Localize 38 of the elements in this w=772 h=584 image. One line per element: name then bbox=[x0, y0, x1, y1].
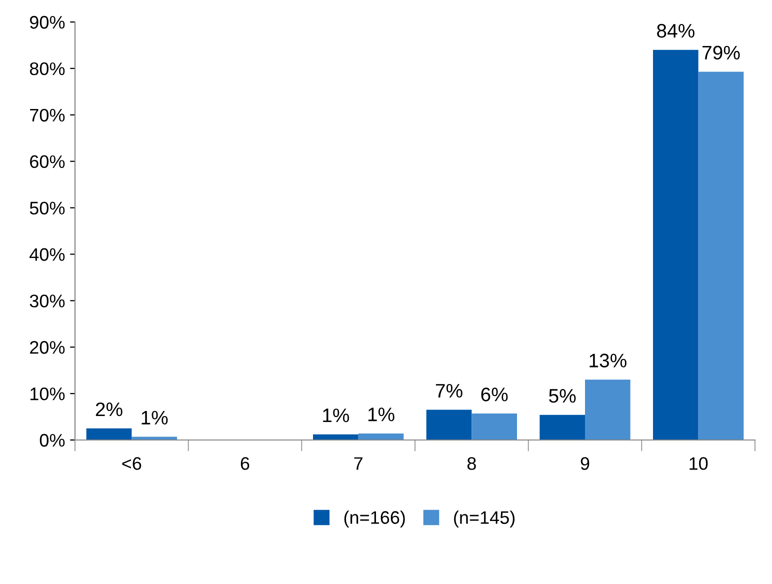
bar bbox=[585, 380, 630, 440]
bar bbox=[358, 434, 404, 440]
x-tick-label: 9 bbox=[580, 457, 590, 470]
data-label: 1% bbox=[368, 408, 394, 422]
y-tick-label: 90% bbox=[30, 16, 65, 29]
data-label: 79% bbox=[702, 46, 740, 60]
y-tick-label: 70% bbox=[30, 108, 65, 122]
y-tick-label: 0% bbox=[40, 434, 65, 447]
y-tick-label: 20% bbox=[30, 341, 65, 354]
bar bbox=[132, 436, 177, 440]
x-tick-label: 7 bbox=[354, 457, 362, 470]
bar bbox=[426, 410, 472, 440]
bar bbox=[472, 414, 517, 440]
data-label: 5% bbox=[549, 389, 576, 403]
x-tick-label: 8 bbox=[467, 457, 476, 470]
data-label: 6% bbox=[481, 388, 508, 402]
y-tick-label: 80% bbox=[30, 62, 65, 76]
bar bbox=[698, 72, 744, 440]
x-tick-label: 10 bbox=[690, 457, 708, 470]
y-tick-label: 60% bbox=[30, 155, 65, 168]
y-tick-label: 50% bbox=[30, 202, 65, 214]
data-label: 1% bbox=[323, 408, 350, 422]
data-label: 1% bbox=[142, 410, 168, 424]
data-label: 84% bbox=[657, 24, 694, 38]
legend-label: (n=166) bbox=[344, 510, 405, 528]
bar bbox=[653, 50, 698, 440]
y-tick-label: 10% bbox=[30, 387, 65, 400]
bar bbox=[540, 414, 585, 440]
y-tick-label: 40% bbox=[30, 248, 65, 261]
legend-label: (n=145) bbox=[454, 510, 515, 528]
y-tick-label: 30% bbox=[30, 294, 65, 308]
x-tick-label: <6 bbox=[122, 457, 142, 470]
bar bbox=[86, 428, 132, 440]
data-label: 7% bbox=[436, 384, 462, 398]
data-label: 2% bbox=[96, 402, 122, 416]
x-tick-label: 6 bbox=[240, 457, 250, 470]
data-label: 13% bbox=[590, 354, 626, 368]
bar bbox=[313, 434, 358, 440]
